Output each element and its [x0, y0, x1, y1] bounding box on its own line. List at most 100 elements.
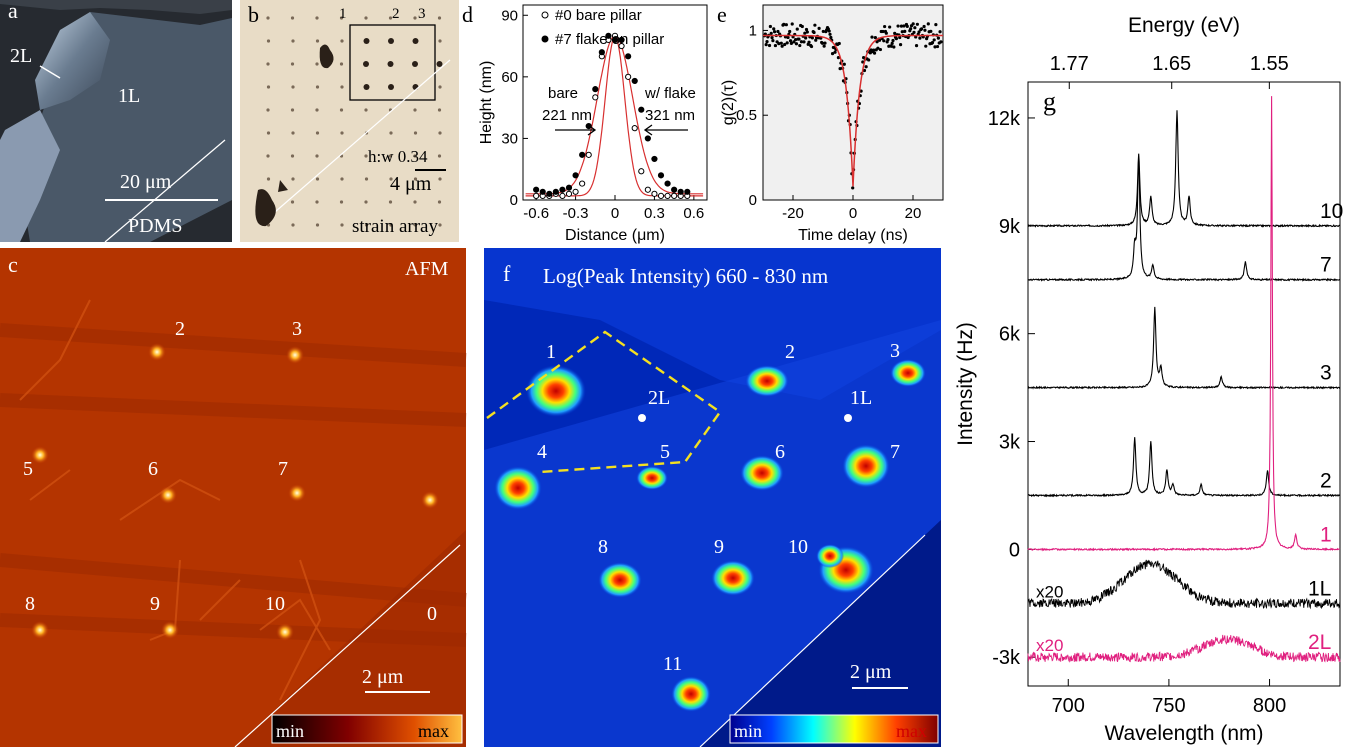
- zoom-box: [349, 24, 436, 101]
- y-tick-label: -3k: [992, 647, 1021, 669]
- top-x-axis-label: Energy (eV): [1128, 14, 1240, 37]
- g2-data-point: [780, 44, 784, 48]
- y-axis-label: Height (nm): [478, 61, 495, 145]
- g2-data-point: [789, 41, 793, 45]
- flake-data-point: [625, 53, 632, 60]
- trace-label: 7: [1320, 254, 1332, 277]
- pillar-2-label: 2: [392, 6, 400, 22]
- bilayer-region: [35, 12, 110, 110]
- pillar-array-boundary-line: [104, 139, 226, 243]
- pl-spot-label: 4: [537, 441, 547, 463]
- x-axis-label: Wavelength (nm): [1104, 722, 1263, 745]
- spectrum-10: [1027, 110, 1341, 228]
- bare-data-point: [579, 180, 586, 187]
- afm-terraces: [0, 323, 467, 647]
- pillar-dot: [412, 61, 418, 67]
- g2-data-point: [882, 39, 886, 43]
- afm-pillar: [159, 486, 177, 504]
- pl-map-title: Log(Peak Intensity) 660 - 830 nm: [543, 264, 828, 288]
- g2-data-point: [802, 40, 806, 44]
- flake-data-point: [552, 188, 559, 195]
- afm-pillar: [31, 621, 49, 639]
- g2-data-point: [817, 26, 821, 30]
- legend-label: #0 bare pillar: [555, 7, 642, 24]
- legend-label: #7 flake on pillar: [555, 31, 664, 48]
- g2-data-point: [776, 29, 780, 34]
- pillar-dot: [413, 108, 417, 112]
- x-tick-label: 0.3: [644, 205, 665, 222]
- y-tick-label: 3k: [999, 432, 1021, 454]
- g2-data-point: [876, 46, 880, 50]
- y-axis-label: g(2)(τ): [720, 80, 737, 125]
- g2-data-point: [768, 24, 772, 29]
- g2-data-point: [786, 35, 790, 40]
- g2-data-point: [798, 43, 802, 48]
- x-tick-label: -0.3: [563, 205, 589, 222]
- pillar-dot: [438, 177, 442, 181]
- flake-data-point: [546, 190, 553, 197]
- flake-data-point: [539, 188, 546, 195]
- label-1L: 1L: [850, 387, 872, 409]
- pl-spots: 1 2 3 4 5 6 7 8 9 10 11: [494, 340, 926, 712]
- trace-label: 10: [1320, 200, 1343, 223]
- g2-data-point: [929, 29, 933, 33]
- panel-b-letter: b: [248, 2, 259, 27]
- panel-d: d -0.6 -0.3 0 0.3 0.6 0 30 60 90 Distance (μm) Hei…: [462, 2, 708, 244]
- pl-spot-label: 11: [663, 653, 682, 675]
- g2-data-point: [934, 23, 938, 27]
- afm-pillar: [161, 621, 179, 639]
- scale-label: 2 μm: [362, 666, 404, 688]
- g2-data-point: [827, 29, 831, 33]
- bare-data-point: [533, 192, 540, 199]
- bare-data-point: [651, 190, 658, 197]
- pillar-dot: [315, 131, 320, 135]
- g2-data-point: [771, 39, 775, 43]
- g2-data-point: [939, 40, 943, 44]
- pillar-dot: [290, 62, 295, 66]
- g2-data-point: [911, 22, 915, 26]
- pl-spot: [494, 466, 542, 510]
- pillar-dot: [388, 154, 393, 158]
- pillar-dot: [266, 177, 271, 181]
- trace-label: 3: [1320, 362, 1332, 385]
- marker-2L: [638, 414, 646, 422]
- pl-spot: [671, 676, 711, 712]
- pillar-dot: [315, 108, 319, 112]
- g2-data-point: [782, 22, 786, 26]
- g2-data-point: [917, 30, 921, 34]
- g2-data-point: [905, 24, 909, 28]
- flake-data-point: [611, 36, 619, 43]
- afm-pillar-label: 9: [150, 593, 160, 615]
- flake-data-point: [631, 77, 638, 85]
- y-tick-label: 0: [749, 192, 757, 209]
- flake-data-point: [579, 151, 586, 158]
- panel-d-letter: d: [462, 2, 473, 27]
- chart-e: -20 0 20 0 0.5 1 Time delay (ns) g(2)(τ): [720, 4, 944, 244]
- g2-data-point: [821, 29, 825, 34]
- g2-data-point: [805, 30, 809, 34]
- g2-data-point: [829, 35, 833, 40]
- g2-data-point: [900, 30, 904, 34]
- flake-data-point: [671, 186, 678, 193]
- pillar-dot: [315, 62, 319, 66]
- pillar-dot: [413, 16, 417, 20]
- flake-data-point: [644, 135, 651, 142]
- bare-data-point: [671, 192, 678, 199]
- panel-a: a 2L 1L 20 μm PDMS: [0, 0, 232, 243]
- pillar-dot: [364, 16, 368, 20]
- pl-spot: [598, 562, 642, 598]
- g2-data-point: [924, 44, 928, 48]
- pillar-dot: [266, 154, 270, 158]
- pillar-dot: [266, 39, 271, 43]
- g2-data-point: [870, 35, 874, 39]
- pillar-dot: [340, 131, 344, 135]
- g2-data-point: [833, 50, 837, 54]
- pillar-dot: [291, 223, 295, 227]
- g2-data-point: [923, 28, 927, 32]
- g2-data-point: [820, 41, 825, 45]
- pillar-dots: [266, 16, 443, 227]
- pillar-dot: [437, 200, 442, 204]
- pillar-dot: [340, 39, 344, 43]
- g2-data-point: [893, 31, 897, 36]
